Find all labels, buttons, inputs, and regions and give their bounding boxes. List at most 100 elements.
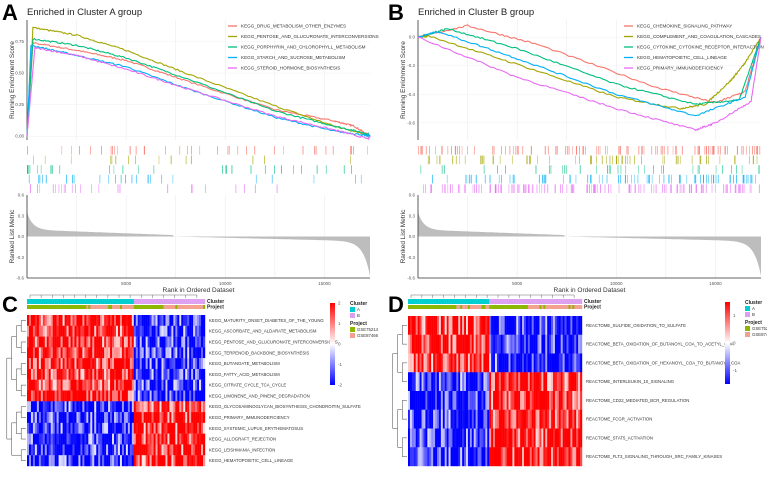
hit-tick bbox=[550, 165, 552, 174]
heatmap-cell bbox=[525, 447, 529, 467]
heatmap-cell bbox=[96, 433, 99, 445]
heatmap-cell bbox=[34, 358, 38, 370]
cluster-annotation-cell bbox=[161, 299, 164, 304]
project-annotation-cell bbox=[524, 305, 527, 309]
heatmap-cell bbox=[157, 455, 160, 467]
hit-tick bbox=[254, 184, 256, 193]
heatmap-cell bbox=[48, 368, 51, 380]
hit-tick bbox=[675, 146, 676, 155]
heatmap-cell bbox=[173, 401, 176, 413]
project-annotation-cell bbox=[520, 305, 523, 309]
hit-tick bbox=[37, 165, 39, 174]
heatmap-cell bbox=[570, 428, 573, 448]
heatmap-cell bbox=[408, 334, 411, 354]
heatmap-cell bbox=[183, 325, 186, 337]
heatmap-cell bbox=[121, 390, 125, 402]
heatmap-cell bbox=[46, 444, 49, 456]
heatmap-cell bbox=[131, 347, 134, 359]
heatmap-cell bbox=[195, 444, 198, 456]
heatmap-cell bbox=[38, 433, 42, 445]
heatmap-cell bbox=[96, 444, 99, 456]
hit-tick bbox=[726, 184, 727, 193]
heatmap-cell bbox=[96, 455, 99, 467]
heatmap-cell bbox=[181, 390, 184, 402]
heatmap-cell bbox=[157, 422, 160, 434]
heatmap-cell bbox=[502, 409, 505, 429]
heatmap-cell bbox=[44, 390, 47, 402]
cluster-annotation-cell bbox=[28, 299, 32, 304]
heatmap-cell bbox=[483, 372, 486, 392]
heatmap-cell bbox=[471, 391, 474, 410]
heatmap-cell bbox=[139, 336, 142, 348]
heatmap-cell bbox=[27, 379, 30, 391]
hit-tick bbox=[539, 184, 540, 193]
heatmap-cell bbox=[169, 390, 172, 402]
heatmap-cell bbox=[173, 336, 176, 348]
heatmap-cell bbox=[44, 433, 47, 445]
hit-tick bbox=[522, 146, 524, 155]
heatmap-cell bbox=[553, 447, 556, 467]
heatmap-cell bbox=[469, 316, 472, 335]
heatmap-cell bbox=[133, 455, 136, 467]
hit-tick bbox=[544, 174, 546, 184]
heatmap-cell bbox=[527, 391, 530, 410]
heatmap-cell bbox=[506, 316, 509, 335]
hit-tick bbox=[191, 146, 192, 155]
cluster-annotation-cell bbox=[94, 299, 97, 304]
heatmap-cell bbox=[34, 336, 38, 348]
heatmap-cell bbox=[30, 325, 34, 337]
row-label: KEGG_BUTANOATE_METABOLISM bbox=[209, 361, 280, 366]
project-annotation-cell bbox=[147, 305, 150, 309]
heatmap-cell bbox=[491, 409, 494, 429]
hit-tick bbox=[562, 174, 564, 184]
heatmap-cell bbox=[32, 401, 36, 413]
heatmap-cell bbox=[149, 336, 152, 348]
heatmap-cell bbox=[543, 372, 546, 392]
cluster-annotation-cell bbox=[106, 299, 109, 304]
heatmap-cell bbox=[175, 336, 178, 348]
heatmap-cell bbox=[529, 372, 532, 392]
heatmap-cell bbox=[54, 368, 57, 380]
heatmap-cell bbox=[522, 334, 525, 354]
heatmap-cell bbox=[169, 347, 172, 359]
hit-tick bbox=[738, 184, 739, 193]
hit-tick bbox=[228, 146, 230, 155]
heatmap-cell bbox=[108, 390, 111, 402]
cluster-annotation-cell bbox=[533, 299, 536, 304]
cluster-annotation-cell bbox=[191, 299, 194, 304]
heatmap-cell bbox=[27, 315, 30, 326]
y-axis-label: Running Enrichment Score bbox=[400, 41, 407, 119]
heatmap-cell bbox=[34, 390, 38, 402]
hit-tick bbox=[44, 155, 46, 165]
project-annotation-cell bbox=[116, 305, 119, 309]
heatmap-cell bbox=[537, 372, 540, 392]
heatmap-cell bbox=[553, 316, 556, 335]
heatmap-cell bbox=[572, 391, 575, 410]
heatmap-cell bbox=[498, 334, 501, 354]
heatmap-cell bbox=[62, 433, 65, 445]
heatmap-cell bbox=[137, 347, 140, 359]
cluster-annotation-cell bbox=[155, 299, 158, 304]
heatmap-cell bbox=[485, 447, 488, 467]
heatmap-cell bbox=[487, 409, 490, 429]
heatmap-cell bbox=[456, 353, 459, 373]
heatmap-cell bbox=[125, 336, 129, 348]
heatmap-cell bbox=[48, 422, 51, 434]
hit-tick bbox=[663, 174, 665, 184]
heatmap-cell bbox=[100, 315, 103, 326]
hit-tick bbox=[726, 184, 728, 193]
heatmap-cell bbox=[417, 391, 420, 410]
heatmap-cell bbox=[123, 358, 127, 370]
cluster-annotation-cell bbox=[100, 299, 103, 304]
hit-tick bbox=[441, 165, 443, 174]
heatmap-cell bbox=[448, 428, 451, 448]
heatmap-cell bbox=[36, 401, 40, 413]
heatmap-cell bbox=[524, 316, 527, 335]
heatmap-cell bbox=[562, 391, 565, 410]
heatmap-cell bbox=[131, 433, 134, 445]
heatmap-cell bbox=[48, 325, 51, 337]
hit-tick bbox=[570, 174, 571, 184]
heatmap-cell bbox=[161, 422, 164, 434]
heatmap-cell bbox=[467, 353, 471, 373]
heatmap-cell bbox=[92, 433, 95, 445]
